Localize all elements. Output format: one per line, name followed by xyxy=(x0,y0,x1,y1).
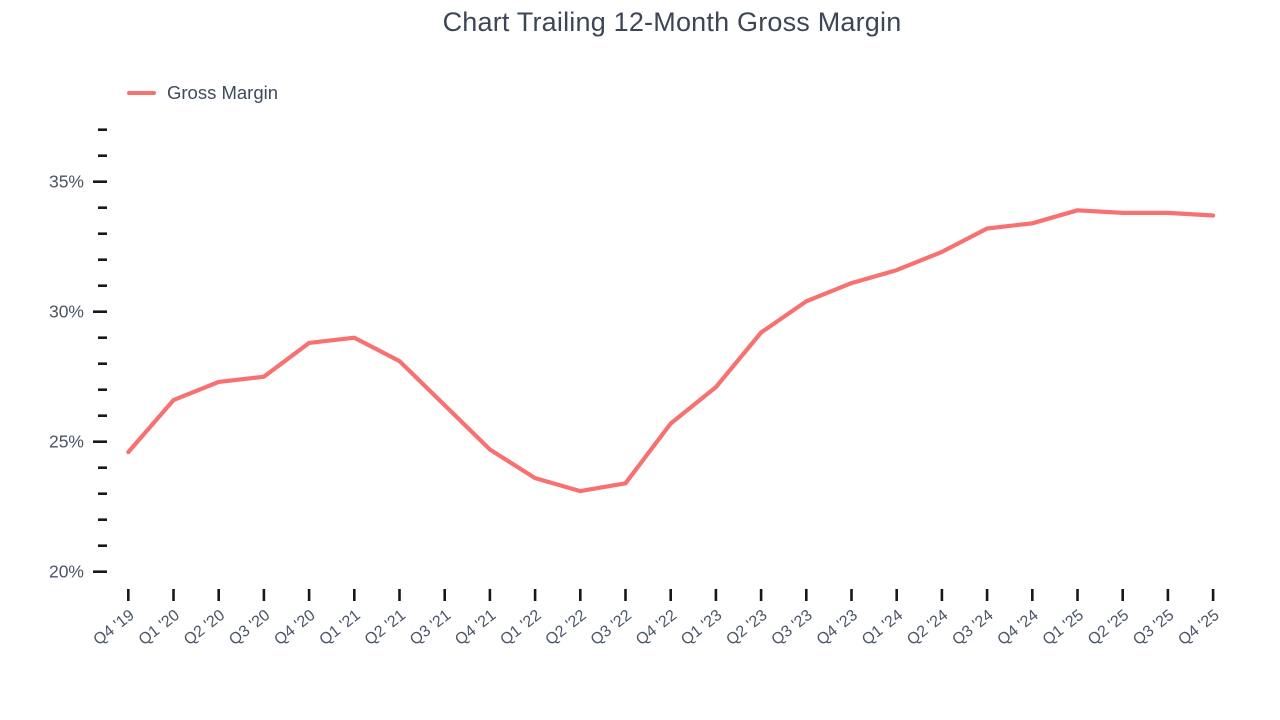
x-axis-label: Q3 '25 xyxy=(1130,607,1177,649)
x-axis-label: Q4 '23 xyxy=(814,607,861,649)
legend-line-swatch xyxy=(127,90,156,96)
x-axis-label: Q4 '21 xyxy=(452,607,499,649)
x-axis-label: Q1 '23 xyxy=(678,607,725,649)
x-axis-label: Q2 '24 xyxy=(904,607,951,649)
x-axis-label: Q1 '22 xyxy=(497,607,544,649)
x-axis-label: Q3 '20 xyxy=(226,607,273,649)
x-axis-label: Q3 '21 xyxy=(407,607,454,649)
x-axis-label: Q3 '22 xyxy=(588,607,635,649)
y-axis-label: 20% xyxy=(49,562,84,582)
x-axis-label: Q2 '21 xyxy=(362,607,409,649)
gross-margin-line xyxy=(126,208,1216,494)
chart-title: Chart Trailing 12-Month Gross Margin xyxy=(442,7,902,37)
x-axis-label: Q4 '19 xyxy=(91,607,138,649)
x-axis-label: Q4 '25 xyxy=(1175,607,1222,649)
x-axis-label: Q2 '25 xyxy=(1085,607,1132,649)
legend-label: Gross Margin xyxy=(167,82,279,103)
x-axis-label: Q1 '25 xyxy=(1040,607,1087,649)
y-axis-label: 30% xyxy=(49,302,84,322)
y-axis-label: 25% xyxy=(49,432,84,452)
legend: Gross Margin xyxy=(127,82,278,104)
x-axis-label: Q3 '23 xyxy=(769,607,816,649)
x-axis-label: Q4 '24 xyxy=(995,607,1042,649)
x-axis-label: Q1 '21 xyxy=(317,607,364,649)
x-axis-label: Q4 '20 xyxy=(271,607,318,649)
x-axis-label: Q2 '22 xyxy=(543,607,590,649)
x-axis-label: Q1 '20 xyxy=(136,607,183,649)
y-axis-label: 35% xyxy=(49,172,84,192)
x-axis-label: Q3 '24 xyxy=(949,607,996,649)
x-axis-label: Q1 '24 xyxy=(859,607,906,649)
x-axis-label: Q4 '22 xyxy=(633,607,680,649)
x-axis-label: Q2 '20 xyxy=(181,607,228,649)
x-axis-label: Q2 '23 xyxy=(723,607,770,649)
